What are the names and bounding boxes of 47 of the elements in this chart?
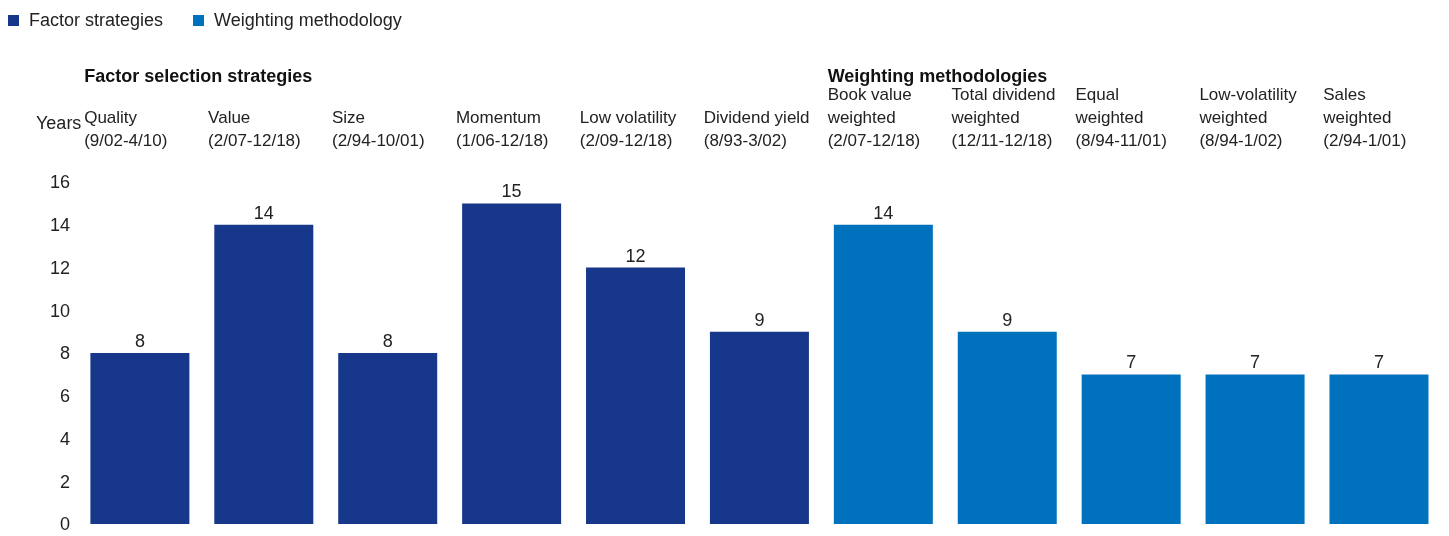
bar xyxy=(462,203,562,524)
bar xyxy=(1081,374,1181,524)
data-label: 7 xyxy=(1126,352,1137,373)
data-label: 12 xyxy=(625,245,646,266)
bar xyxy=(957,331,1057,524)
x-tick-label: Total dividend weighted (12/11-12/18) xyxy=(950,85,1056,150)
data-label: 15 xyxy=(501,181,522,202)
x-tick-label: Sales weighted (2/94-1/01) xyxy=(1322,85,1407,150)
text: Factor selection strategies xyxy=(84,66,313,87)
data-label: 14 xyxy=(253,202,274,223)
y-tick-label: 8 xyxy=(59,343,70,364)
x-tick-label: Book value weighted (2/07-12/18) xyxy=(826,85,921,150)
legend-label: Weighting methodology xyxy=(213,8,402,32)
x-tick-label: Dividend yield (8/93-3/02) xyxy=(703,108,810,150)
data-label: 9 xyxy=(1002,309,1013,330)
data-label: 8 xyxy=(134,331,145,351)
y-tick-label: 10 xyxy=(49,300,70,321)
x-tick-label: Value (2/07-12/18) xyxy=(208,108,301,150)
bar xyxy=(90,353,190,524)
bar xyxy=(1205,374,1305,524)
y-tick-label: 4 xyxy=(59,428,70,449)
bar xyxy=(709,331,809,524)
legend-label: Factor strategies xyxy=(28,8,164,32)
x-tick-label: Momentum (1/06-12/18) xyxy=(455,108,549,150)
bar xyxy=(586,267,686,524)
x-tick-label: Low volatility (2/09-12/18) xyxy=(579,108,677,150)
y-axis-title: Years xyxy=(36,112,82,133)
bar xyxy=(1329,374,1429,524)
y-tick-label: 0 xyxy=(59,514,70,535)
y-tick-label: 14 xyxy=(49,215,70,236)
x-tick-label: Quality (9/02-4/10) xyxy=(84,108,168,150)
y-tick-label: 12 xyxy=(49,257,70,278)
x-tick-label: Equal weighted (8/94-11/01) xyxy=(1074,85,1167,150)
y-tick-label: 6 xyxy=(59,386,70,407)
data-label: 14 xyxy=(873,202,894,223)
x-tick-label: Low-volatility weighted (8/94-1/02) xyxy=(1198,85,1298,150)
data-label: 9 xyxy=(754,309,765,330)
x-tick-label: Size (2/94-10/01) xyxy=(332,108,425,150)
bar xyxy=(338,353,438,524)
y-tick-label: 2 xyxy=(59,471,70,492)
bar xyxy=(214,224,314,524)
bar xyxy=(833,224,933,524)
text: Weighting methodologies xyxy=(827,66,1048,87)
data-label: 7 xyxy=(1373,352,1384,373)
data-label: 8 xyxy=(382,331,393,351)
data-label: 7 xyxy=(1250,352,1261,373)
y-tick-label: 16 xyxy=(49,172,70,193)
